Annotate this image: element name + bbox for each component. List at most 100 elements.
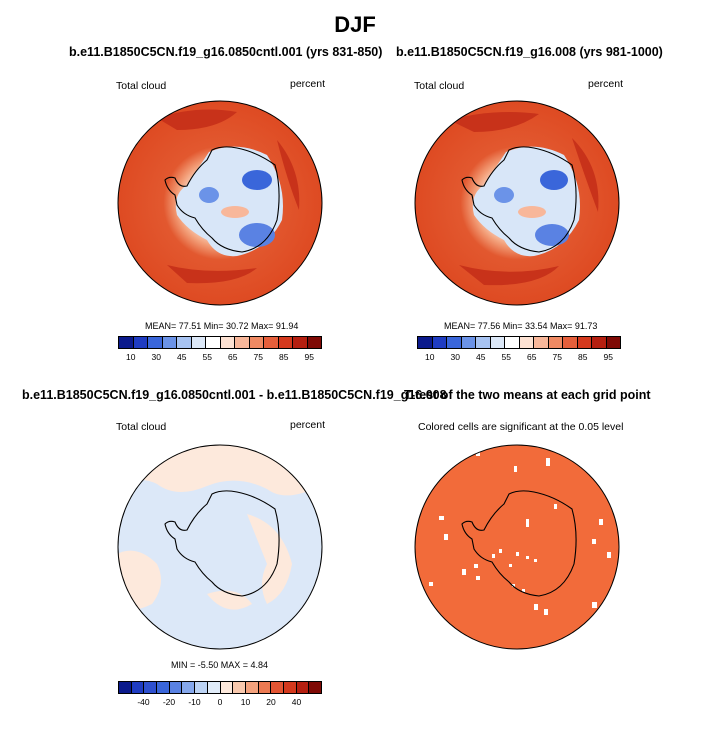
panel-4-map <box>414 444 620 650</box>
colorbar-cell <box>169 682 183 693</box>
colorbar-cell <box>534 337 549 348</box>
panel-2-cloud-maximum-center <box>518 206 546 218</box>
colorbar-tick-label: 30 <box>450 352 460 362</box>
panel-3-colorbar <box>118 681 322 694</box>
colorbar-cell <box>119 682 132 693</box>
panel-2-field-label: Total cloud <box>414 80 465 92</box>
colorbar-tick-label: 10 <box>425 352 435 362</box>
panel-2-high-cloud-band-north <box>449 112 539 132</box>
colorbar-tick-label: -10 <box>188 697 201 707</box>
colorbar-tick-label: 30 <box>151 352 161 362</box>
panel-3-field-label: Total cloud <box>116 421 167 433</box>
colorbar-tick-label: 40 <box>291 697 302 707</box>
colorbar-cell <box>235 337 250 348</box>
colorbar-cell <box>548 337 563 348</box>
panel-1-units-label: percent <box>290 78 326 90</box>
colorbar-cell <box>177 337 192 348</box>
panel-1-cloud-maximum-center <box>221 206 249 218</box>
colorbar-tick-label: 85 <box>279 352 289 362</box>
colorbar-cell <box>293 337 308 348</box>
colorbar-cell <box>144 682 158 693</box>
panel-2-cloud-minimum-southeast <box>535 224 569 246</box>
colorbar-cell <box>606 337 620 348</box>
panel-2-cloud-minimum-west <box>494 187 514 203</box>
colorbar-cell <box>258 682 272 693</box>
colorbar-cell <box>309 682 321 693</box>
colorbar-tick-label: 95 <box>603 352 613 362</box>
colorbar-cell <box>432 337 447 348</box>
colorbar-cell <box>283 682 297 693</box>
panel-3-colorbar-ticks: -40 -20 -10 0 10 20 40 <box>118 697 322 707</box>
figure-title: DJF <box>334 12 376 37</box>
panel-1-field-label: Total cloud <box>116 80 167 92</box>
colorbar-tick-label: 10 <box>240 697 251 707</box>
panel-2-units-label: percent <box>588 78 624 90</box>
panel-4-antarctica-coastline <box>461 490 577 597</box>
panel-4-subtitle: Colored cells are significant at the 0.0… <box>418 421 624 433</box>
colorbar-cell <box>182 682 196 693</box>
colorbar-cell <box>157 682 170 693</box>
colorbar-cell <box>245 682 259 693</box>
colorbar-tick-label: -40 <box>137 697 150 707</box>
colorbar-cell <box>476 337 491 348</box>
colorbar-tick-label: 55 <box>202 352 212 362</box>
colorbar-tick-label: -20 <box>162 697 176 707</box>
colorbar-cell <box>461 337 476 348</box>
panel-2-stats: MEAN= 77.56 Min= 33.54 Max= 91.73 <box>444 321 598 331</box>
colorbar-tick-label: 65 <box>228 352 238 362</box>
colorbar-cell <box>264 337 279 348</box>
colorbar-tick-label: 10 <box>126 352 136 362</box>
colorbar-cell <box>220 337 235 348</box>
colorbar-tick-label: 20 <box>266 697 276 707</box>
panel-2-cloud-minimum-east <box>540 170 568 190</box>
colorbar-cell <box>233 682 246 693</box>
colorbar-cell <box>220 682 234 693</box>
colorbar-cell <box>191 337 206 348</box>
colorbar-cell <box>592 337 607 348</box>
colorbar-tick-label: 75 <box>552 352 562 362</box>
panel-3-map <box>117 444 323 650</box>
panel-1-colorbar <box>118 336 322 349</box>
panel-1-high-cloud-band-east <box>277 140 300 210</box>
panel-1-colorbar-ticks: 10 30 45 55 65 75 85 95 <box>118 352 322 362</box>
panel-4-significance-field <box>415 445 619 649</box>
panel-3-stats: MIN = -5.50 MAX = 4.84 <box>171 660 269 670</box>
colorbar-cell <box>249 337 264 348</box>
colorbar-cell <box>271 682 284 693</box>
colorbar-tick-label: 85 <box>578 352 588 362</box>
colorbar-cell <box>119 337 134 348</box>
panel-2-high-cloud-band-east <box>572 138 599 212</box>
colorbar-cell <box>131 682 145 693</box>
colorbar-cell <box>519 337 534 348</box>
colorbar-cell <box>195 682 208 693</box>
colorbar-tick-label: 75 <box>253 352 263 362</box>
colorbar-cell <box>207 682 221 693</box>
panel-1-high-cloud-band-south <box>167 265 257 284</box>
colorbar-cell <box>563 337 578 348</box>
colorbar-cell <box>490 337 505 348</box>
panel-3-units-label: percent <box>290 419 326 431</box>
panel-3-antarctica-coastline <box>164 490 280 597</box>
panel-2-colorbar-ticks: 10 30 45 55 65 75 85 95 <box>417 352 621 362</box>
colorbar-cell <box>148 337 163 348</box>
colorbar-tick-label: 95 <box>304 352 314 362</box>
colorbar-tick-label: 65 <box>527 352 537 362</box>
colorbar-cell <box>447 337 462 348</box>
panel-1-high-cloud-band-north <box>157 109 237 130</box>
panel-3-positive-region-east <box>247 514 292 604</box>
panel-2-map <box>414 100 620 306</box>
colorbar-cell <box>577 337 592 348</box>
colorbar-tick-label: 45 <box>177 352 187 362</box>
panel-1-map <box>117 100 323 306</box>
panel-1-cloud-minimum-southeast <box>239 223 275 247</box>
colorbar-tick-label: 0 <box>217 697 223 707</box>
panel-1-stats: MEAN= 77.51 Min= 30.72 Max= 91.94 <box>145 321 299 331</box>
panel-2-antarctica-coastline <box>461 146 577 253</box>
panel-1-title: b.e11.B1850C5CN.f19_g16.0850cntl.001 (yr… <box>69 45 383 59</box>
panel-2-high-cloud-band-south <box>459 265 559 286</box>
colorbar-cell <box>162 337 177 348</box>
colorbar-cell <box>307 337 321 348</box>
colorbar-cell <box>133 337 148 348</box>
panel-1-cloud-minimum-east <box>242 170 272 190</box>
